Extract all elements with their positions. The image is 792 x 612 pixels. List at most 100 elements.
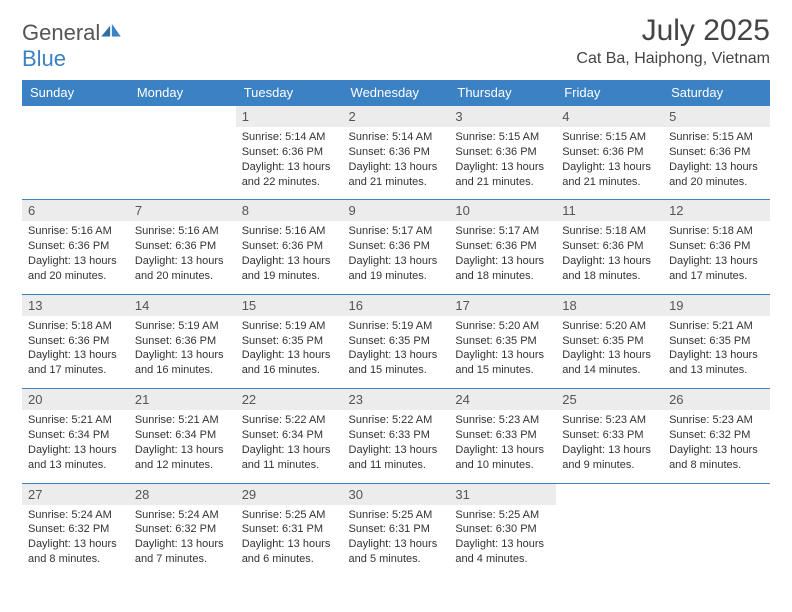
day-number: 8 [236,200,343,221]
day-details: Sunrise: 5:23 AMSunset: 6:33 PMDaylight:… [556,410,663,482]
day-details: Sunrise: 5:23 AMSunset: 6:33 PMDaylight:… [449,410,556,482]
day-details: Sunrise: 5:16 AMSunset: 6:36 PMDaylight:… [236,221,343,293]
day-number: 26 [663,389,770,410]
day-details: Sunrise: 5:15 AMSunset: 6:36 PMDaylight:… [449,127,556,199]
brand-name-part1: General [22,20,100,45]
day-number: 15 [236,295,343,316]
day-details: Sunrise: 5:19 AMSunset: 6:35 PMDaylight:… [343,316,450,388]
day-details: Sunrise: 5:25 AMSunset: 6:31 PMDaylight:… [236,505,343,577]
calendar-day-cell: 28Sunrise: 5:24 AMSunset: 6:32 PMDayligh… [129,483,236,577]
day-number: 25 [556,389,663,410]
day-details: Sunrise: 5:24 AMSunset: 6:32 PMDaylight:… [129,505,236,577]
day-details: Sunrise: 5:21 AMSunset: 6:35 PMDaylight:… [663,316,770,388]
day-number: 1 [236,106,343,127]
calendar-day-cell: 26Sunrise: 5:23 AMSunset: 6:32 PMDayligh… [663,389,770,483]
day-details: Sunrise: 5:16 AMSunset: 6:36 PMDaylight:… [129,221,236,293]
calendar-day-cell: 29Sunrise: 5:25 AMSunset: 6:31 PMDayligh… [236,483,343,577]
day-number: 4 [556,106,663,127]
day-details: Sunrise: 5:22 AMSunset: 6:33 PMDaylight:… [343,410,450,482]
calendar-day-cell: 20Sunrise: 5:21 AMSunset: 6:34 PMDayligh… [22,389,129,483]
calendar-day-cell: .. [22,106,129,200]
day-details: Sunrise: 5:21 AMSunset: 6:34 PMDaylight:… [22,410,129,482]
day-details: Sunrise: 5:18 AMSunset: 6:36 PMDaylight:… [663,221,770,293]
calendar-day-cell: 2Sunrise: 5:14 AMSunset: 6:36 PMDaylight… [343,106,450,200]
day-number: 6 [22,200,129,221]
day-number: 31 [449,484,556,505]
calendar-day-cell: 21Sunrise: 5:21 AMSunset: 6:34 PMDayligh… [129,389,236,483]
calendar-day-cell: 14Sunrise: 5:19 AMSunset: 6:36 PMDayligh… [129,294,236,388]
brand-name-part2: Blue [22,46,66,71]
day-details: Sunrise: 5:15 AMSunset: 6:36 PMDaylight:… [556,127,663,199]
calendar-day-cell: 12Sunrise: 5:18 AMSunset: 6:36 PMDayligh… [663,200,770,294]
day-number: 11 [556,200,663,221]
day-details: Sunrise: 5:14 AMSunset: 6:36 PMDaylight:… [343,127,450,199]
calendar-table: SundayMondayTuesdayWednesdayThursdayFrid… [22,80,770,577]
calendar-day-cell: 5Sunrise: 5:15 AMSunset: 6:36 PMDaylight… [663,106,770,200]
calendar-day-cell: 18Sunrise: 5:20 AMSunset: 6:35 PMDayligh… [556,294,663,388]
day-details: Sunrise: 5:16 AMSunset: 6:36 PMDaylight:… [22,221,129,293]
day-details: Sunrise: 5:15 AMSunset: 6:36 PMDaylight:… [663,127,770,199]
calendar-day-cell: 8Sunrise: 5:16 AMSunset: 6:36 PMDaylight… [236,200,343,294]
day-details: Sunrise: 5:24 AMSunset: 6:32 PMDaylight:… [22,505,129,577]
day-number: 27 [22,484,129,505]
day-details: Sunrise: 5:19 AMSunset: 6:35 PMDaylight:… [236,316,343,388]
day-number: 29 [236,484,343,505]
calendar-day-cell: 3Sunrise: 5:15 AMSunset: 6:36 PMDaylight… [449,106,556,200]
day-number: 12 [663,200,770,221]
calendar-day-cell: 24Sunrise: 5:23 AMSunset: 6:33 PMDayligh… [449,389,556,483]
day-number: 22 [236,389,343,410]
header: General Blue July 2025 Cat Ba, Haiphong,… [22,14,770,72]
weekday-header: Thursday [449,80,556,106]
calendar-week-row: 13Sunrise: 5:18 AMSunset: 6:36 PMDayligh… [22,294,770,388]
sail-icon [100,24,122,40]
calendar-day-cell: 7Sunrise: 5:16 AMSunset: 6:36 PMDaylight… [129,200,236,294]
calendar-day-cell: 11Sunrise: 5:18 AMSunset: 6:36 PMDayligh… [556,200,663,294]
day-number: 5 [663,106,770,127]
day-number: 23 [343,389,450,410]
calendar-day-cell: 1Sunrise: 5:14 AMSunset: 6:36 PMDaylight… [236,106,343,200]
calendar-day-cell: 25Sunrise: 5:23 AMSunset: 6:33 PMDayligh… [556,389,663,483]
calendar-day-cell: 4Sunrise: 5:15 AMSunset: 6:36 PMDaylight… [556,106,663,200]
day-details: Sunrise: 5:19 AMSunset: 6:36 PMDaylight:… [129,316,236,388]
day-details: Sunrise: 5:18 AMSunset: 6:36 PMDaylight:… [556,221,663,293]
calendar-day-cell: 9Sunrise: 5:17 AMSunset: 6:36 PMDaylight… [343,200,450,294]
day-details: Sunrise: 5:20 AMSunset: 6:35 PMDaylight:… [556,316,663,388]
day-details: Sunrise: 5:21 AMSunset: 6:34 PMDaylight:… [129,410,236,482]
calendar-day-cell: 17Sunrise: 5:20 AMSunset: 6:35 PMDayligh… [449,294,556,388]
day-number: 13 [22,295,129,316]
day-number: 18 [556,295,663,316]
weekday-header: Saturday [663,80,770,106]
brand-name: General Blue [22,20,122,72]
day-number: 7 [129,200,236,221]
calendar-week-row: 6Sunrise: 5:16 AMSunset: 6:36 PMDaylight… [22,200,770,294]
month-title: July 2025 [576,14,770,48]
calendar-week-row: 27Sunrise: 5:24 AMSunset: 6:32 PMDayligh… [22,483,770,577]
calendar-day-cell: .. [129,106,236,200]
calendar-day-cell: 15Sunrise: 5:19 AMSunset: 6:35 PMDayligh… [236,294,343,388]
calendar-day-cell: 13Sunrise: 5:18 AMSunset: 6:36 PMDayligh… [22,294,129,388]
calendar-day-cell: .. [663,483,770,577]
calendar-day-cell: 19Sunrise: 5:21 AMSunset: 6:35 PMDayligh… [663,294,770,388]
day-number: 28 [129,484,236,505]
day-details: Sunrise: 5:17 AMSunset: 6:36 PMDaylight:… [343,221,450,293]
day-details: Sunrise: 5:22 AMSunset: 6:34 PMDaylight:… [236,410,343,482]
calendar-day-cell: 23Sunrise: 5:22 AMSunset: 6:33 PMDayligh… [343,389,450,483]
weekday-header: Wednesday [343,80,450,106]
calendar-day-cell: 6Sunrise: 5:16 AMSunset: 6:36 PMDaylight… [22,200,129,294]
day-number: 16 [343,295,450,316]
day-number: 30 [343,484,450,505]
calendar-day-cell: 27Sunrise: 5:24 AMSunset: 6:32 PMDayligh… [22,483,129,577]
calendar-day-cell: 31Sunrise: 5:25 AMSunset: 6:30 PMDayligh… [449,483,556,577]
day-details: Sunrise: 5:23 AMSunset: 6:32 PMDaylight:… [663,410,770,482]
location-subtitle: Cat Ba, Haiphong, Vietnam [576,50,770,68]
day-number: 20 [22,389,129,410]
calendar-day-cell: 30Sunrise: 5:25 AMSunset: 6:31 PMDayligh… [343,483,450,577]
brand-logo: General Blue [22,14,122,72]
calendar-day-cell: .. [556,483,663,577]
weekday-header: Friday [556,80,663,106]
calendar-day-cell: 22Sunrise: 5:22 AMSunset: 6:34 PMDayligh… [236,389,343,483]
day-number: 19 [663,295,770,316]
day-details: Sunrise: 5:17 AMSunset: 6:36 PMDaylight:… [449,221,556,293]
weekday-header: Tuesday [236,80,343,106]
day-number: 17 [449,295,556,316]
